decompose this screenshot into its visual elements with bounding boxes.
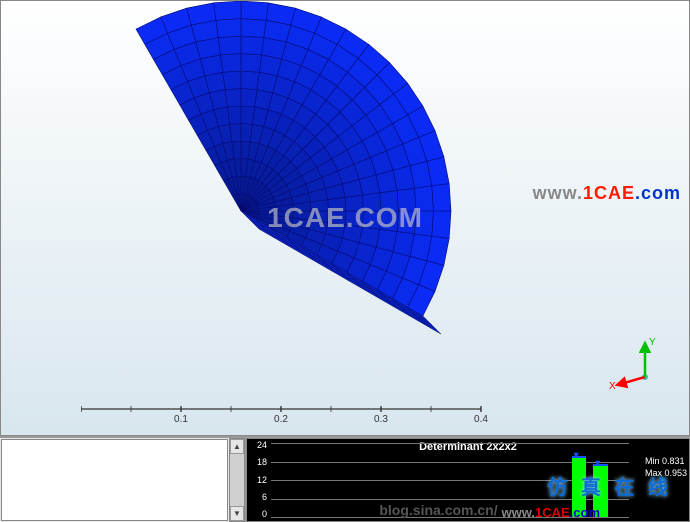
message-area[interactable] xyxy=(1,439,228,521)
histogram-y-axis: 24181260 xyxy=(247,439,269,521)
axis-triad[interactable]: X Y xyxy=(603,335,673,405)
svg-text:0.4: 0.4 xyxy=(474,414,488,423)
app-root: 1CAE.COM www.1CAE.com 0.10.20.30.4 X Y ▲ xyxy=(0,0,690,522)
scroll-up-button[interactable]: ▲ xyxy=(230,439,244,454)
histogram-max: Max 0.953 xyxy=(645,467,687,479)
triad-y-label: Y xyxy=(649,337,656,348)
histogram-bars: ▼▼ xyxy=(271,443,629,517)
scroll-track[interactable] xyxy=(230,454,244,506)
bottom-panel: ▲ ▼ Determinant 2x2x2 24181260 ▼▼ Min 0.… xyxy=(0,436,690,522)
viewport-3d[interactable]: 1CAE.COM www.1CAE.com 0.10.20.30.4 X Y xyxy=(0,0,690,436)
histogram-min: Min 0.831 xyxy=(645,455,687,467)
svg-text:0.1: 0.1 xyxy=(174,414,188,423)
scale-ruler: 0.1 0.2 0.3 0.4 xyxy=(81,405,501,423)
scrollbar[interactable]: ▲ ▼ xyxy=(229,438,245,522)
svg-text:0.2: 0.2 xyxy=(274,414,288,423)
histogram-panel[interactable]: Determinant 2x2x2 24181260 ▼▼ Min 0.831 … xyxy=(246,438,690,522)
triad-x-label: X xyxy=(609,381,616,392)
histogram-stats: Min 0.831 Max 0.953 xyxy=(645,455,687,479)
mesh-canvas xyxy=(1,1,690,436)
svg-text:0.3: 0.3 xyxy=(374,414,388,423)
scroll-down-button[interactable]: ▼ xyxy=(230,506,244,521)
bottom-left-pane: ▲ ▼ xyxy=(0,438,246,522)
triad-x-axis xyxy=(617,377,645,385)
